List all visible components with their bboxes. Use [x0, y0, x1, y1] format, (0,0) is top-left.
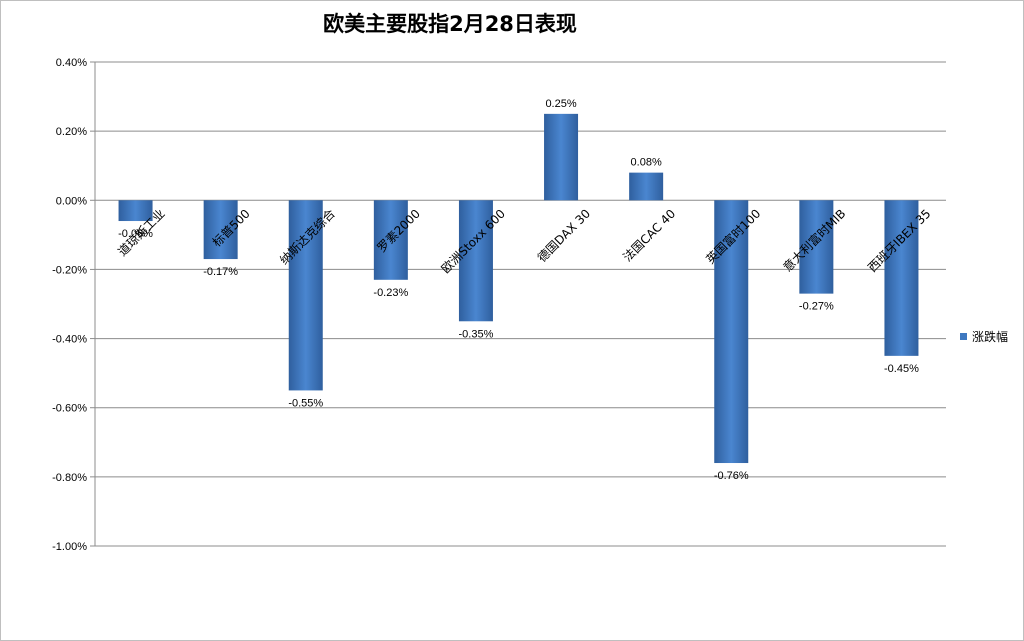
data-label: -0.35%	[459, 328, 494, 340]
data-label: -0.23%	[373, 287, 408, 299]
y-tick-label: 0.00%	[56, 195, 87, 207]
data-label: -0.76%	[714, 470, 749, 482]
y-tick-label: -0.80%	[52, 472, 87, 484]
y-tick-label: -1.00%	[52, 541, 87, 553]
bar	[884, 200, 919, 356]
data-label: 0.08%	[631, 157, 662, 169]
bar	[458, 200, 493, 322]
bar	[544, 113, 579, 201]
bar	[799, 200, 834, 294]
x-tick-label: 法国CAC 40	[620, 207, 678, 265]
bar	[118, 200, 153, 222]
y-tick-label: 0.20%	[56, 126, 87, 138]
bar	[629, 172, 664, 201]
data-label: 0.25%	[545, 98, 576, 110]
bar	[203, 200, 238, 260]
bar	[288, 200, 323, 391]
data-label: -0.06%	[118, 228, 153, 240]
legend-swatch	[960, 333, 967, 340]
data-label: -0.55%	[288, 397, 323, 409]
bar	[714, 200, 749, 464]
data-label: -0.17%	[203, 266, 238, 278]
x-tick-label: 德国DAX 30	[534, 206, 593, 265]
data-label: -0.27%	[799, 301, 834, 313]
legend: 涨跌幅	[960, 328, 1008, 345]
y-tick-label: -0.40%	[52, 334, 87, 346]
y-tick-label: -0.20%	[52, 264, 87, 276]
data-label: -0.45%	[884, 363, 919, 375]
y-tick-label: -0.60%	[52, 403, 87, 415]
y-tick-label: 0.40%	[56, 57, 87, 69]
bar	[373, 200, 408, 280]
chart-title: 欧美主要股指2月28日表现	[323, 12, 577, 36]
legend-label: 涨跌幅	[972, 330, 1009, 344]
